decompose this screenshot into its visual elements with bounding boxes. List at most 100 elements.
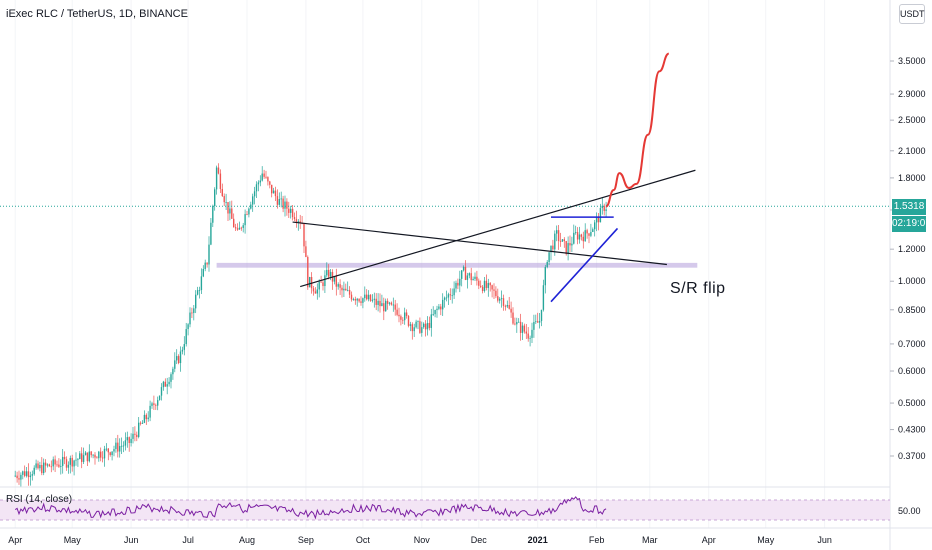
candle <box>147 411 149 422</box>
candle <box>362 297 364 309</box>
candle <box>405 309 408 319</box>
x-tick-14: Jun <box>817 535 832 545</box>
candle <box>396 303 398 317</box>
candle <box>491 284 493 298</box>
svg-text:2.5000: 2.5000 <box>898 115 926 125</box>
candle <box>25 467 28 478</box>
candle <box>88 444 90 463</box>
x-tick-10: Feb <box>589 535 605 545</box>
candle <box>404 307 406 325</box>
candle <box>601 197 603 215</box>
candle <box>563 237 565 248</box>
sr-flip-annotation[interactable]: S/R flip <box>670 280 726 297</box>
candle <box>485 274 488 291</box>
candle <box>502 294 505 311</box>
candle <box>299 214 301 229</box>
x-tick-12: Apr <box>702 535 716 545</box>
candle <box>544 264 546 294</box>
x-tick-3: Jul <box>182 535 194 545</box>
candle <box>535 314 537 325</box>
candle <box>352 297 355 301</box>
candle <box>248 207 250 218</box>
rsi-level-label: 50.00 <box>898 506 921 516</box>
candle <box>436 305 438 318</box>
candle <box>56 460 58 467</box>
candle <box>468 272 470 279</box>
candle <box>552 239 554 252</box>
candle <box>590 223 592 238</box>
candle <box>195 290 197 314</box>
triangle-support-line[interactable] <box>550 227 619 303</box>
svg-text:Dec: Dec <box>471 535 488 545</box>
candle <box>109 451 111 457</box>
candle <box>18 470 20 485</box>
candle <box>423 322 425 329</box>
y-tick-7: 1.0000 <box>890 276 926 286</box>
candle <box>236 223 239 231</box>
candle <box>160 383 163 401</box>
candle <box>48 463 51 467</box>
candle <box>588 232 590 244</box>
descending-trendline[interactable] <box>292 221 667 266</box>
rsi-band <box>0 500 890 520</box>
candle <box>550 245 552 261</box>
candle <box>592 227 594 233</box>
candle <box>561 239 564 242</box>
ascending-trendline[interactable] <box>300 169 696 288</box>
candle <box>250 201 252 210</box>
candle <box>400 314 402 326</box>
candle <box>77 457 79 467</box>
rsi-label: RSI (14, close) <box>6 494 73 505</box>
currency-button[interactable]: USDT <box>899 4 925 24</box>
svg-text:May: May <box>757 535 775 545</box>
candle <box>595 212 598 232</box>
svg-text:Oct: Oct <box>356 535 371 545</box>
candle <box>145 413 147 425</box>
forecast-curve[interactable] <box>605 52 670 208</box>
svg-text:Jun: Jun <box>124 535 139 545</box>
candle <box>255 181 258 198</box>
candle <box>512 307 514 325</box>
svg-text:2021: 2021 <box>528 535 548 545</box>
candle <box>567 236 569 261</box>
candle <box>162 380 165 391</box>
candle <box>35 459 37 470</box>
candle <box>424 320 427 337</box>
candle <box>499 297 501 304</box>
candle <box>200 268 203 294</box>
candle <box>451 288 453 304</box>
candle <box>426 316 429 336</box>
candle <box>314 287 317 294</box>
candle <box>514 317 516 326</box>
candle <box>20 472 22 487</box>
candle <box>272 187 275 194</box>
candle <box>37 460 39 470</box>
svg-text:Nov: Nov <box>414 535 431 545</box>
candle <box>75 452 77 466</box>
candle <box>573 224 575 245</box>
candle <box>569 235 571 253</box>
candle <box>81 447 83 469</box>
candle <box>234 223 237 231</box>
candle <box>196 286 199 296</box>
svg-text:Apr: Apr <box>702 535 716 545</box>
time-axis[interactable]: Apr May Jun Jul Aug Sep Oct Nov Dec 2021 Feb Mar Apr… <box>8 535 832 545</box>
candle <box>402 317 404 325</box>
svg-text:2.1000: 2.1000 <box>898 146 926 156</box>
svg-text:0.7000: 0.7000 <box>898 339 926 349</box>
candle <box>174 352 176 373</box>
candlesticks <box>14 163 607 487</box>
candle <box>191 307 193 319</box>
price-axis[interactable]: 3.50002.90002.50002.10001.80001.50001.20… <box>890 56 926 461</box>
candle <box>443 296 446 308</box>
candle <box>94 452 96 465</box>
candle <box>16 471 18 483</box>
candle <box>442 293 444 316</box>
candle <box>155 403 157 410</box>
candle <box>440 303 442 316</box>
countdown-tag: 02:19:07 <box>892 216 931 232</box>
candle <box>297 219 299 231</box>
candle <box>481 284 484 294</box>
candle <box>390 301 393 306</box>
